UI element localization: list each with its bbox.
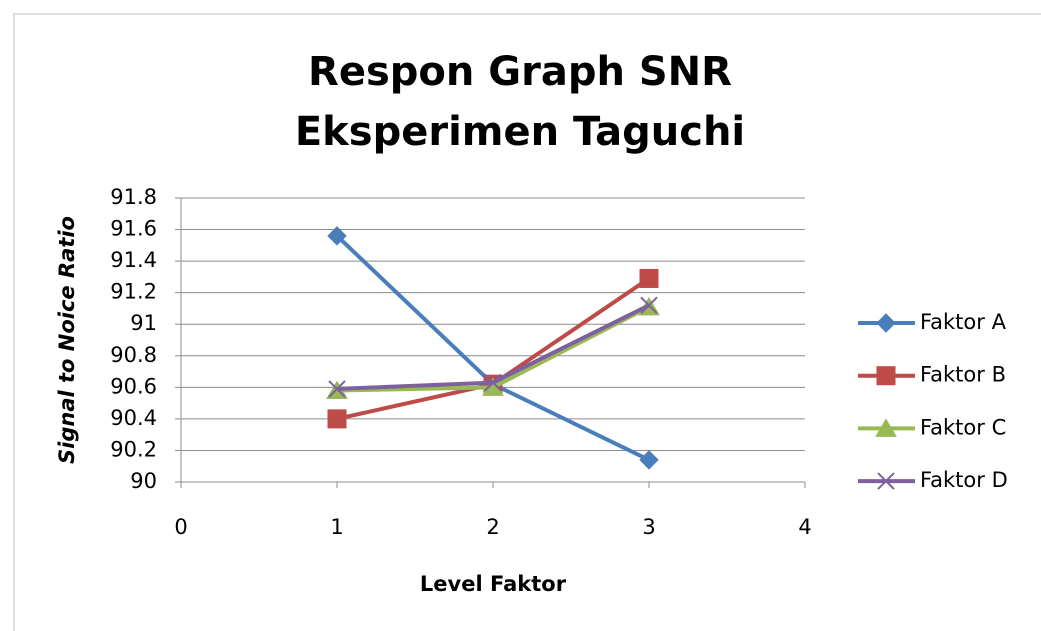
marker <box>875 418 897 437</box>
x-tick-label: 4 <box>798 515 811 539</box>
y-tick-label: 91.6 <box>110 217 157 241</box>
marker <box>876 366 896 386</box>
marker <box>639 268 659 288</box>
legend-label: Faktor A <box>920 310 1007 334</box>
x-tick-label: 0 <box>174 515 187 539</box>
marker <box>327 409 347 429</box>
x-tick-label: 1 <box>330 515 343 539</box>
y-tick-label: 91.8 <box>110 185 157 209</box>
x-tick-label: 2 <box>486 515 499 539</box>
marker <box>484 373 502 392</box>
marker <box>639 450 659 470</box>
legend-label: Faktor D <box>920 468 1008 492</box>
chart-title: Respon Graph SNR Eksperimen Taguchi <box>294 49 746 155</box>
y-tick-label: 91 <box>130 311 157 335</box>
marker <box>876 313 896 333</box>
legend-label: Faktor C <box>920 415 1006 439</box>
y-tick-label: 90.8 <box>110 343 157 367</box>
legend-label: Faktor B <box>920 363 1006 387</box>
y-tick-label: 91.4 <box>110 248 157 272</box>
marker <box>328 380 346 398</box>
marker <box>640 296 658 314</box>
y-tick-label: 90.2 <box>110 437 157 461</box>
y-axis-label: Signal to Noice Ratio <box>55 216 79 464</box>
y-tick-label: 90 <box>130 469 157 493</box>
x-tick-label: 3 <box>642 515 655 539</box>
y-tick-label: 90.4 <box>110 406 157 430</box>
marker <box>327 226 347 246</box>
y-tick-label: 91.2 <box>110 280 157 304</box>
x-axis-label: Level Faktor <box>420 572 567 596</box>
y-tick-label: 90.6 <box>110 374 157 398</box>
marker <box>877 472 895 490</box>
